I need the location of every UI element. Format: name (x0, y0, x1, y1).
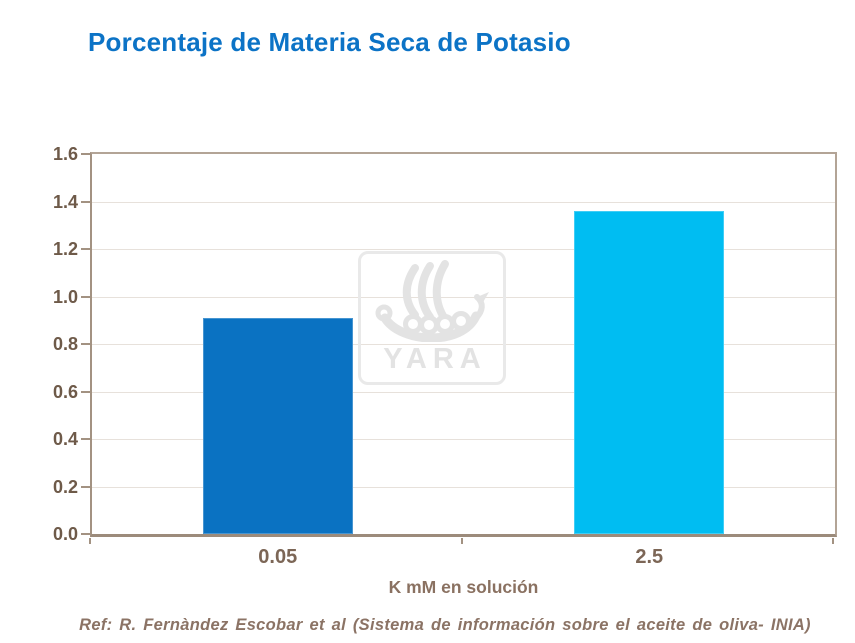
y-tick (81, 153, 90, 155)
chart-title: Porcentaje de Materia Seca de Potasio (88, 27, 571, 57)
yara-brand-text: YARA (383, 343, 487, 375)
x-tick (460, 538, 463, 544)
y-tick-label: 0.2 (52, 476, 78, 497)
gridline (92, 391, 835, 393)
gridline (92, 439, 835, 440)
y-tick-label: 0.6 (52, 381, 78, 402)
y-tick (81, 343, 90, 345)
x-tick (89, 538, 91, 544)
yara-watermark: YARA (358, 251, 506, 385)
y-tick (81, 438, 90, 440)
y-tick (81, 485, 90, 488)
yara-viking-ship-icon (371, 254, 493, 347)
y-tick (81, 200, 90, 203)
y-tick-label: 1.4 (52, 191, 78, 212)
bar-0.05 (202, 317, 353, 534)
y-tick-label: 1.6 (52, 144, 78, 164)
y-tick-label: 1.0 (52, 286, 78, 307)
x-tick (832, 538, 834, 544)
y-tick-label: 0.0 (52, 524, 78, 544)
gridline (92, 296, 835, 298)
bar-2.5 (574, 211, 725, 534)
gridline (92, 201, 835, 203)
gridline (92, 486, 835, 488)
x-axis-title: K mM en solución (388, 577, 539, 597)
plot-area (90, 152, 837, 537)
y-tick (81, 248, 90, 250)
gridline (92, 344, 835, 345)
x-tick-label: 2.5 (635, 546, 664, 568)
y-tick (81, 295, 90, 298)
y-tick (81, 533, 90, 535)
gridline (92, 249, 835, 250)
y-tick-label: 0.4 (52, 429, 78, 449)
y-tick (81, 390, 90, 393)
reference-citation: Ref: R. Fernàndez Escobar et al (Sistema… (79, 616, 811, 634)
x-tick-label: 0.05 (258, 546, 298, 568)
y-tick-label: 0.8 (52, 334, 78, 354)
y-tick-label: 1.2 (52, 239, 78, 259)
